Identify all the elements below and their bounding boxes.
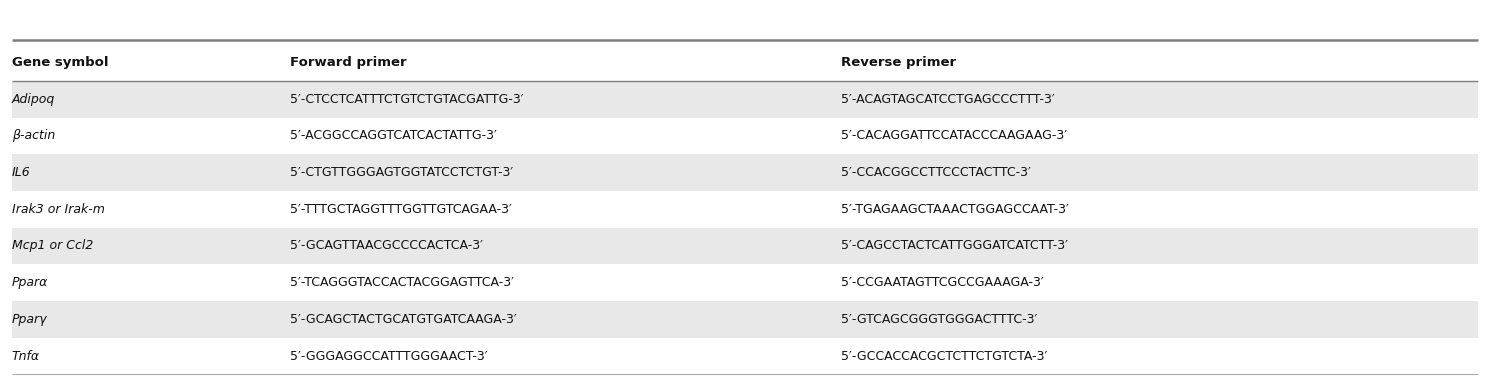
Text: 5′-CCACGGCCTTCCCTACTTC-3′: 5′-CCACGGCCTTCCCTACTTC-3′ bbox=[841, 166, 1031, 179]
Bar bbox=[12, 301, 1478, 338]
Text: β-actin: β-actin bbox=[12, 129, 55, 142]
Bar bbox=[12, 191, 1478, 228]
Text: Irak3 or Irak-m: Irak3 or Irak-m bbox=[12, 203, 104, 216]
Text: 5′-TCAGGGTACCACTACGGAGTTCA-3′: 5′-TCAGGGTACCACTACGGAGTTCA-3′ bbox=[290, 276, 515, 289]
Text: 5′-CTCCTCATTTCTGTCTGTACGATTG-3′: 5′-CTCCTCATTTCTGTCTGTACGATTG-3′ bbox=[290, 93, 524, 106]
Text: 5′-GCCACCACGCTCTTCTGTCTA-3′: 5′-GCCACCACGCTCTTCTGTCTA-3′ bbox=[841, 349, 1048, 362]
Text: Forward primer: Forward primer bbox=[290, 56, 406, 69]
Text: 5′-CAGCCTACTCATTGGGATCATCTT-3′: 5′-CAGCCTACTCATTGGGATCATCTT-3′ bbox=[841, 240, 1068, 252]
Text: Mcp1 or Ccl2: Mcp1 or Ccl2 bbox=[12, 240, 94, 252]
Text: Pparγ: Pparγ bbox=[12, 313, 48, 326]
Bar bbox=[12, 81, 1478, 118]
Bar bbox=[12, 264, 1478, 301]
Text: 5′-GCAGTTAACGCCCCACTCA-3′: 5′-GCAGTTAACGCCCCACTCA-3′ bbox=[290, 240, 484, 252]
Text: IL6: IL6 bbox=[12, 166, 31, 179]
Text: 5′-GGGAGGCCATTTGGGAACT-3′: 5′-GGGAGGCCATTTGGGAACT-3′ bbox=[290, 349, 488, 362]
Bar bbox=[12, 118, 1478, 154]
Text: 5′-TTTGCTAGGTTTGGTTGTCAGAA-3′: 5′-TTTGCTAGGTTTGGTTGTCAGAA-3′ bbox=[290, 203, 512, 216]
Text: 5′-CCGAATAGTTCGCCGAAAGA-3′: 5′-CCGAATAGTTCGCCGAAAGA-3′ bbox=[841, 276, 1043, 289]
Text: 5′-ACGGCCAGGTCATCACTATTG-3′: 5′-ACGGCCAGGTCATCACTATTG-3′ bbox=[290, 129, 497, 142]
Text: 5′-CACAGGATTCCATACCCAAGAAG-3′: 5′-CACAGGATTCCATACCCAAGAAG-3′ bbox=[841, 129, 1067, 142]
Bar bbox=[12, 228, 1478, 264]
Text: 5′-TGAGAAGCTAAACTGGAGCCAAT-3′: 5′-TGAGAAGCTAAACTGGAGCCAAT-3′ bbox=[841, 203, 1068, 216]
Text: Gene symbol: Gene symbol bbox=[12, 56, 109, 69]
Text: Reverse primer: Reverse primer bbox=[841, 56, 955, 69]
Text: 5′-ACAGTAGCATCCTGAGCCCTTT-3′: 5′-ACAGTAGCATCCTGAGCCCTTT-3′ bbox=[841, 93, 1055, 106]
Bar bbox=[12, 338, 1478, 374]
Text: Pparα: Pparα bbox=[12, 276, 48, 289]
Text: 5′-GTCAGCGGGTGGGACTTTC-3′: 5′-GTCAGCGGGTGGGACTTTC-3′ bbox=[841, 313, 1037, 326]
Bar bbox=[12, 154, 1478, 191]
Text: Tnfα: Tnfα bbox=[12, 349, 40, 362]
Text: Adipoq: Adipoq bbox=[12, 93, 55, 106]
Text: 5′-CTGTTGGGAGTGGTATCCTCTGT-3′: 5′-CTGTTGGGAGTGGTATCCTCTGT-3′ bbox=[290, 166, 513, 179]
Text: 5′-GCAGCTACTGCATGTGATCAAGA-3′: 5′-GCAGCTACTGCATGTGATCAAGA-3′ bbox=[290, 313, 516, 326]
